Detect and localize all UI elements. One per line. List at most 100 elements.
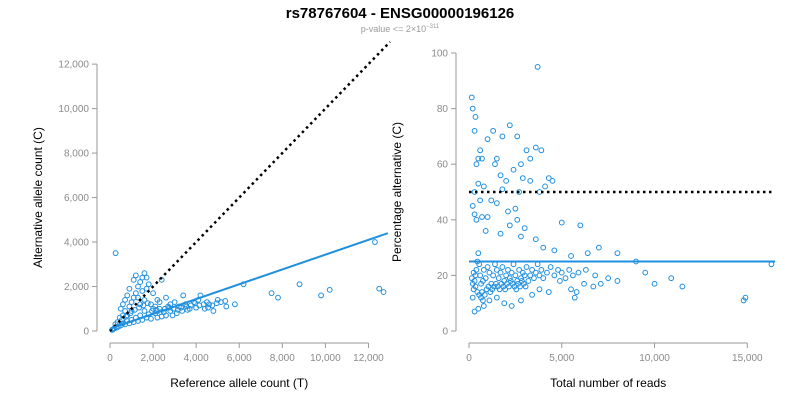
data-point	[200, 301, 207, 308]
data-point	[492, 161, 498, 168]
data-point	[523, 264, 530, 270]
data-point	[470, 269, 477, 276]
data-point	[522, 283, 529, 290]
data-point	[137, 301, 144, 308]
data-point	[532, 236, 539, 243]
data-point	[152, 303, 159, 310]
data-point	[547, 264, 554, 270]
data-point	[492, 261, 498, 268]
data-point	[496, 286, 503, 293]
data-point	[510, 166, 517, 173]
data-point	[479, 214, 485, 220]
data-point	[144, 300, 151, 307]
y-tick-label: 40	[437, 215, 449, 226]
data-point	[573, 289, 580, 295]
data-point	[179, 308, 186, 314]
data-point	[495, 275, 502, 282]
data-point	[540, 275, 547, 282]
x-axis-title: Total number of reads	[550, 376, 666, 390]
x-tick-label: 15,000	[732, 353, 763, 364]
data-point	[490, 127, 497, 134]
data-point	[768, 261, 775, 268]
data-point	[516, 189, 522, 195]
data-point	[503, 272, 510, 279]
y-tick-label: 0	[442, 327, 448, 338]
data-point	[475, 155, 482, 162]
data-point	[651, 280, 658, 287]
data-point	[120, 301, 126, 308]
data-point	[475, 180, 482, 187]
data-point	[126, 303, 133, 310]
data-point	[139, 288, 146, 294]
data-point	[493, 266, 500, 273]
x-tick-label: 2,000	[141, 353, 166, 364]
data-point	[480, 297, 486, 304]
data-point	[472, 283, 479, 290]
data-point	[167, 301, 174, 308]
data-point	[122, 296, 128, 303]
data-point	[505, 266, 511, 273]
left-scatter-panel: 0 2,000 4,000 6,000 8,000 10,000 12,000 0 2,000 4…	[31, 41, 391, 390]
data-point	[497, 172, 504, 179]
data-point	[205, 304, 211, 311]
y-tick-label: 60	[437, 160, 449, 171]
chart-title: rs78767604 - ENSG00000196126	[285, 5, 515, 22]
data-point	[549, 177, 556, 184]
y-tick-label: 6,000	[64, 193, 89, 204]
data-point	[480, 266, 487, 273]
data-point	[171, 299, 178, 305]
data-point	[154, 314, 161, 321]
data-point	[551, 272, 558, 279]
data-point	[614, 278, 621, 284]
data-point	[475, 250, 482, 257]
data-point	[479, 289, 485, 295]
data-point	[223, 303, 230, 310]
data-point	[150, 290, 156, 297]
data-point	[525, 278, 532, 284]
data-point	[557, 278, 563, 284]
data-point	[112, 250, 119, 257]
data-point	[592, 272, 599, 279]
data-point	[558, 219, 565, 226]
data-point	[502, 286, 509, 293]
data-point	[527, 155, 534, 162]
data-point	[499, 264, 506, 270]
y-tick-label: 80	[437, 104, 449, 115]
data-point	[173, 310, 180, 317]
data-point	[479, 155, 485, 162]
data-point	[595, 244, 602, 251]
data-point	[532, 269, 539, 276]
y-tick-label: 10,000	[58, 104, 89, 115]
data-point	[558, 269, 565, 276]
data-point	[187, 302, 194, 309]
data-point	[137, 279, 144, 285]
data-point	[514, 133, 521, 140]
data-point	[145, 281, 152, 288]
data-point	[486, 269, 493, 276]
data-point	[131, 306, 138, 313]
data-point	[473, 216, 480, 223]
data-point	[551, 247, 558, 254]
data-point	[471, 127, 478, 134]
data-point	[527, 272, 534, 279]
data-point	[538, 266, 545, 273]
data-point	[471, 211, 478, 218]
data-point	[480, 183, 487, 190]
data-point	[505, 283, 512, 290]
data-point	[506, 222, 513, 229]
data-point	[477, 197, 484, 204]
data-point	[493, 294, 500, 301]
data-point	[493, 155, 500, 162]
data-point	[545, 175, 552, 182]
data-point	[568, 253, 574, 259]
trend-line	[109, 232, 389, 330]
data-point	[296, 281, 303, 288]
data-point	[499, 133, 506, 140]
data-point	[473, 266, 480, 273]
data-point	[482, 275, 489, 282]
y-axis-title: Percentage alternative (C)	[390, 122, 404, 262]
data-point	[232, 301, 238, 308]
subtitle-exponent: −311	[426, 24, 440, 30]
x-tick-label: 12,000	[353, 353, 384, 364]
